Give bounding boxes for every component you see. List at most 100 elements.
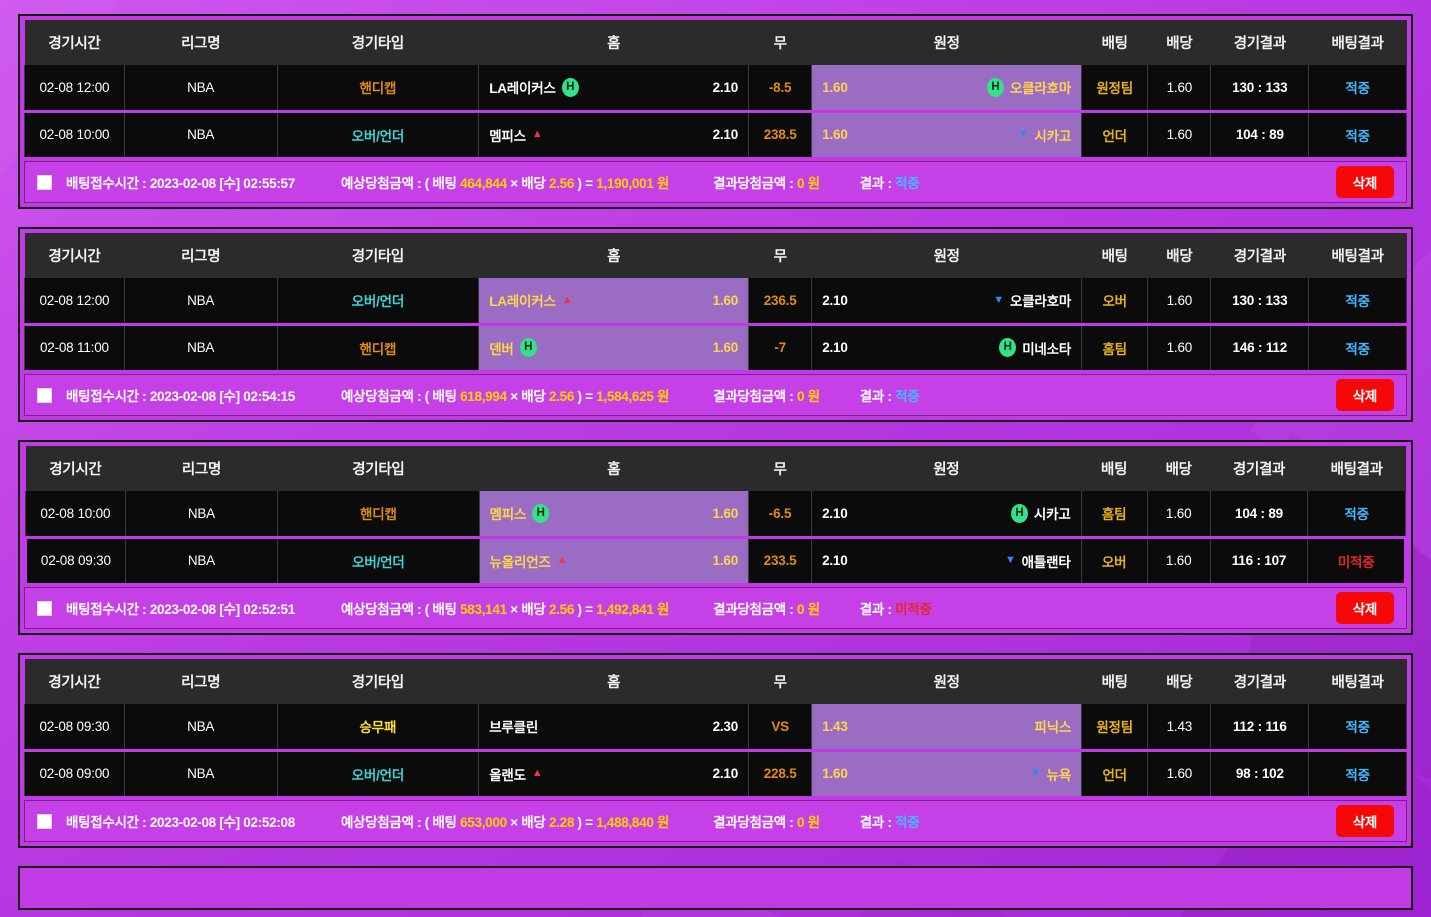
slip-select-checkbox[interactable] [37, 600, 52, 616]
slip-result-segment: 결과 : 미적중 [860, 598, 932, 618]
bet-result-label: 적중 [1345, 341, 1370, 357]
column-header-bet_result: 배팅결과 [1307, 446, 1406, 491]
game-score: 98 : 102 [1210, 750, 1310, 796]
away-team-cell[interactable]: 2.10 ▼ 애틀랜타 [811, 535, 1082, 583]
slip-select-checkbox[interactable] [37, 387, 52, 403]
bet-odds: 1.60 [1147, 750, 1212, 796]
stake-amount: 464,844 [460, 176, 507, 191]
slip-result-value: 적중 [895, 176, 920, 191]
actual-payout-value: 0 [796, 176, 805, 191]
expected-payout-unit: 원 [653, 815, 670, 830]
expected-payout-value: 1,190,001 [596, 176, 654, 191]
away-team-name-wrap: H 오클라호마 [986, 77, 1071, 97]
actual-payout-unit: 원 [804, 602, 820, 617]
home-team-name: 올랜도 [489, 767, 526, 783]
home-team-name: 브루클린 [489, 720, 539, 736]
times-symbol: × 배당 [506, 389, 549, 404]
expected-equals: ) = [574, 602, 597, 617]
game-row[interactable]: 02-08 10:00 NBA 핸디캡 멤피스 H 1.60 -6.5 2.10 H 시카고 홈팀 1… [25, 491, 1406, 539]
home-team-cell[interactable]: 올랜도 ▲ 2.10 [478, 750, 750, 796]
delete-slip-button[interactable]: 삭제 [1335, 805, 1394, 837]
game-row[interactable]: 02-08 11:00 NBA 핸디캡 덴버 H 1.60 -7 2.10 H 미네소타 홈팀 1.6… [24, 324, 1407, 370]
expected-label: 예상당첨금액 : ( 배팅 [340, 389, 461, 404]
away-team-cell[interactable]: 1.43 피닉스 [811, 704, 1083, 752]
bet-slip-card: 경기시간 리그명 경기타입 홈 무 원정 배팅 배당 경기결과 배팅결과 02-08 12:00 NB… [18, 14, 1413, 209]
slip-select-checkbox[interactable] [37, 813, 52, 829]
home-team-cell[interactable]: 브루클린 2.30 [478, 704, 750, 752]
draw-line-value[interactable]: -8.5 [748, 65, 813, 113]
draw-line-value[interactable]: -7 [748, 324, 813, 370]
home-team-cell[interactable]: 덴버 H 1.60 [478, 324, 750, 370]
away-team-name-wrap: ▼ 뉴욕 [1030, 764, 1071, 784]
column-header-draw: 무 [748, 659, 812, 704]
delete-slip-button[interactable]: 삭제 [1335, 166, 1394, 198]
away-odds: 1.60 [822, 127, 848, 143]
times-symbol: × 배당 [506, 176, 549, 191]
game-row[interactable]: 02-08 10:00 NBA 오버/언더 멤피스 ▲ 2.10 238.5 1.60 ▼ 시카고… [24, 111, 1407, 158]
away-team-cell[interactable]: 2.10 H 미네소타 [811, 324, 1083, 370]
bet-result-cell: 적중 [1308, 750, 1407, 796]
draw-line-value[interactable]: 233.5 [748, 535, 813, 583]
home-team-cell[interactable]: 멤피스 ▲ 2.10 [478, 111, 750, 157]
draw-line-value[interactable]: VS [748, 704, 813, 752]
column-header-bet_result: 배팅결과 [1308, 20, 1407, 65]
game-row[interactable]: 02-08 09:30 NBA 승무패 브루클린 2.30 VS 1.43 피닉스 원정팀 1.4… [24, 704, 1407, 752]
accept-time-label: 배팅접수시간 : [66, 602, 150, 617]
table-header-row: 경기시간 리그명 경기타입 홈 무 원정 배팅 배당 경기결과 배팅결과 [24, 20, 1407, 65]
home-badge-icon: H [986, 77, 1004, 97]
stake-amount: 618,994 [460, 389, 507, 404]
game-row[interactable]: 02-08 12:00 NBA 핸디캡 LA레이커스 H 2.10 -8.5 1.60 H 오클라… [24, 65, 1407, 113]
away-team-content: 2.10 ▼ 오클라호마 [812, 278, 1081, 323]
expected-payout-value: 1,492,841 [596, 602, 654, 617]
away-team-cell[interactable]: 1.60 ▼ 뉴욕 [811, 750, 1083, 796]
expected-label: 예상당첨금액 : ( 배팅 [340, 602, 461, 617]
column-header-bet: 배팅 [1081, 659, 1148, 704]
away-team-cell[interactable]: 1.60 H 오클라호마 [811, 65, 1083, 113]
away-team-name-wrap: H 시카고 [1010, 503, 1071, 523]
bet-result-cell: 미적중 [1307, 535, 1407, 583]
stake-amount: 653,000 [460, 815, 507, 830]
away-team-cell[interactable]: 2.10 H 시카고 [811, 491, 1082, 539]
actual-payout-segment: 결과당첨금액 : 0 원 [713, 598, 820, 618]
home-team-cell[interactable]: LA레이커스 ▲ 1.60 [478, 278, 750, 326]
home-team-content: LA레이커스 H 2.10 [479, 65, 748, 110]
bet-odds: 1.60 [1146, 535, 1211, 583]
game-row[interactable]: 02-08 12:00 NBA 오버/언더 LA레이커스 ▲ 1.60 236.5 2.10 ▼… [24, 278, 1407, 326]
column-header-odds: 배당 [1147, 233, 1211, 278]
game-row[interactable]: 02-08 09:00 NBA 오버/언더 올랜도 ▲ 2.10 228.5 1.60 ▼ 뉴욕 언… [24, 750, 1407, 796]
expected-payout-segment: 예상당첨금액 : ( 배팅 618,994 × 배당 2.56 ) = 1,58… [341, 385, 669, 405]
game-type-label: 오버/언더 [352, 554, 405, 570]
home-team-name-wrap: 올랜도 ▲ [489, 764, 543, 784]
away-team-cell[interactable]: 2.10 ▼ 오클라호마 [811, 278, 1083, 326]
actual-payout-segment: 결과당첨금액 : 0 원 [713, 172, 820, 192]
game-type: 핸디캡 [277, 491, 480, 539]
column-header-bet: 배팅 [1081, 20, 1148, 65]
table-header-row: 경기시간 리그명 경기타입 홈 무 원정 배팅 배당 경기결과 배팅결과 [24, 659, 1407, 704]
home-team-name-wrap: 덴버 H [489, 338, 537, 358]
column-header-game_result: 경기결과 [1210, 659, 1309, 704]
game-score: 104 : 89 [1210, 111, 1310, 157]
away-team-content: 1.60 H 오클라호마 [812, 65, 1081, 110]
draw-line-value[interactable]: 236.5 [748, 278, 813, 326]
draw-line-value[interactable]: -6.5 [748, 491, 813, 539]
game-row[interactable]: 02-08 09:30 NBA 오버/언더 뉴올리언즈 ▲ 1.60 233.5 2.10 ▼ 애… [24, 535, 1407, 583]
home-odds: 2.10 [712, 127, 739, 143]
home-team-cell[interactable]: 멤피스 H 1.60 [478, 491, 750, 539]
slip-result-label: 결과 : [859, 389, 896, 404]
league-name: NBA [123, 111, 278, 157]
delete-slip-button[interactable]: 삭제 [1335, 592, 1394, 624]
bet-selection: 원정팀 [1081, 704, 1149, 752]
draw-line-value[interactable]: 238.5 [748, 111, 813, 157]
draw-line-value[interactable]: 228.5 [748, 750, 813, 796]
slip-select-checkbox[interactable] [37, 174, 52, 190]
game-score: 130 : 133 [1210, 278, 1310, 326]
column-header-league: 리그명 [124, 659, 278, 704]
away-team-content: 1.60 ▼ 시카고 [812, 113, 1081, 158]
column-header-bet_result: 배팅결과 [1308, 659, 1407, 704]
delete-slip-button[interactable]: 삭제 [1335, 379, 1394, 411]
game-type-label: 핸디캡 [359, 341, 397, 357]
home-team-cell[interactable]: LA레이커스 H 2.10 [478, 65, 750, 113]
actual-payout-segment: 결과당첨금액 : 0 원 [713, 811, 820, 831]
home-team-cell[interactable]: 뉴올리언즈 ▲ 1.60 [478, 535, 750, 583]
away-team-cell[interactable]: 1.60 ▼ 시카고 [811, 111, 1083, 158]
